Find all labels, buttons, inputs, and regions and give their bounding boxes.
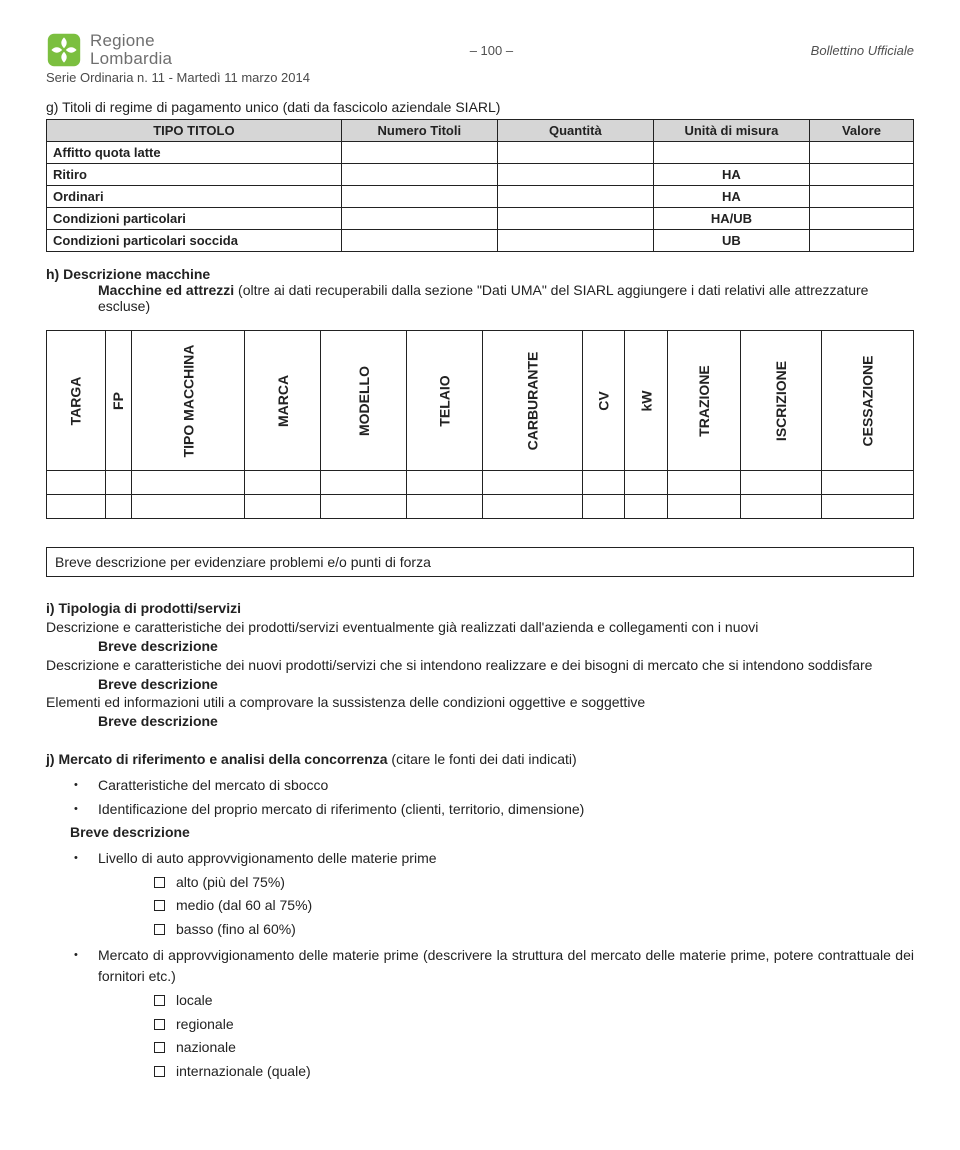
- th-quantita: Quantità: [497, 120, 653, 142]
- section-j-title: j) Mercato di riferimento e analisi dell…: [46, 751, 388, 767]
- table-row: Condizioni particolari soccida UB: [47, 230, 914, 252]
- th-cessazione: CESSAZIONE: [859, 355, 875, 446]
- check-nazionale: nazionale: [46, 1037, 914, 1059]
- check-internazionale: internazionale (quale): [46, 1061, 914, 1083]
- logo-line1: Regione: [90, 32, 172, 50]
- lombardia-logo-icon: [46, 32, 82, 68]
- i-breve-2: Breve descrizione: [98, 675, 914, 694]
- i-breve-3: Breve descrizione: [98, 712, 914, 731]
- th-fp: FP: [110, 392, 126, 410]
- th-telaio: TELAIO: [436, 375, 452, 426]
- th-carburante: CARBURANTE: [524, 351, 540, 450]
- th-tipo-titolo: TIPO TITOLO: [47, 120, 342, 142]
- breve-box-text: Breve descrizione per evidenziare proble…: [47, 548, 914, 577]
- th-targa: TARGA: [68, 376, 84, 425]
- th-valore: Valore: [809, 120, 913, 142]
- j-bullet-auto: Livello di auto approvvigionamento delle…: [46, 848, 914, 870]
- check-basso: basso (fino al 60%): [46, 919, 914, 941]
- h-body-bold: Macchine ed attrezzi: [98, 282, 234, 298]
- th-modello: MODELLO: [356, 366, 372, 436]
- j-bullet-mercato: Mercato di approvvigionamento delle mate…: [46, 945, 914, 988]
- table-row: [47, 471, 914, 495]
- check-medio: medio (dal 60 al 75%): [46, 895, 914, 917]
- th-marca: MARCA: [275, 374, 291, 426]
- table-row: Condizioni particolari HA/UB: [47, 208, 914, 230]
- breve-descrizione-box: Breve descrizione per evidenziare proble…: [46, 547, 914, 577]
- th-iscrizione: ISCRIZIONE: [773, 360, 789, 440]
- th-tipo-macchina: TIPO MACCHINA: [180, 344, 196, 457]
- j-bullet-1: Caratteristiche del mercato di sbocco: [46, 775, 914, 797]
- table-row: [47, 495, 914, 519]
- table-macchine: TARGA FP TIPO MACCHINA MARCA MODELLO TEL…: [46, 330, 914, 519]
- check-regionale: regionale: [46, 1014, 914, 1036]
- th-unita-misura: Unità di misura: [653, 120, 809, 142]
- table-row: Ordinari HA: [47, 186, 914, 208]
- i-breve-1: Breve descrizione: [98, 637, 914, 656]
- th-cv: CV: [595, 391, 611, 410]
- check-locale: locale: [46, 990, 914, 1012]
- page-number: – 100 –: [470, 43, 513, 58]
- table-row: Affitto quota latte: [47, 142, 914, 164]
- th-kw: kW: [638, 390, 654, 411]
- section-j-note: (citare le fonti dei dati indicati): [388, 751, 577, 767]
- i-line-1: Descrizione e caratteristiche dei prodot…: [46, 618, 914, 637]
- i-line-2: Descrizione e caratteristiche dei nuovi …: [46, 656, 914, 675]
- logo: Regione Lombardia: [46, 32, 172, 68]
- section-i-title: i) Tipologia di prodotti/servizi: [46, 599, 914, 618]
- check-alto: alto (più del 75%): [46, 872, 914, 894]
- th-trazione: TRAZIONE: [696, 365, 712, 437]
- table-titoli: TIPO TITOLO Numero Titoli Quantità Unità…: [46, 119, 914, 252]
- j-breve-1: Breve descrizione: [70, 822, 914, 844]
- j-bullet-2: Identificazione del proprio mercato di r…: [46, 799, 914, 821]
- table-row: Ritiro HA: [47, 164, 914, 186]
- bulletin-label: Bollettino Ufficiale: [811, 43, 914, 58]
- th-numero-titoli: Numero Titoli: [341, 120, 497, 142]
- section-h-title: h) Descrizione macchine: [46, 266, 210, 282]
- serie-ordinaria-line: Serie Ordinaria n. 11 - Martedì 11 marzo…: [46, 70, 914, 85]
- section-g-title: g) Titoli di regime di pagamento unico (…: [46, 99, 914, 115]
- logo-line2: Lombardia: [90, 50, 172, 68]
- i-line-3: Elementi ed informazioni utili a comprov…: [46, 693, 914, 712]
